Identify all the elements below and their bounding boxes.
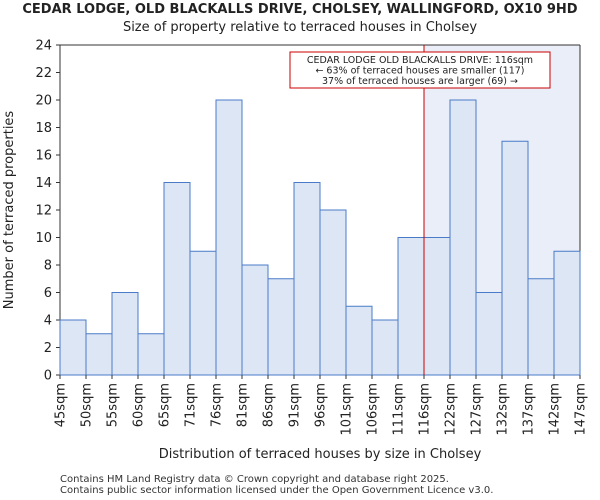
footer-line-2: Contains public sector information licen…	[60, 485, 494, 496]
y-tick-label: 14	[35, 176, 52, 191]
bar	[423, 237, 451, 376]
x-tick-label: 106sqm	[366, 383, 381, 436]
y-tick-label: 0	[44, 369, 52, 384]
y-tick-label: 8	[44, 259, 52, 274]
x-tick-label: 55sqm	[106, 383, 121, 427]
x-tick-label: 101sqm	[340, 383, 355, 436]
x-tick-label: 116sqm	[418, 383, 433, 436]
x-tick-label: 60sqm	[132, 383, 147, 427]
bar	[137, 333, 165, 376]
x-tick-label: 127sqm	[470, 383, 485, 436]
x-tick-label: 147sqm	[574, 383, 589, 436]
x-tick-label: 71sqm	[184, 383, 199, 427]
y-tick-label: 16	[35, 149, 52, 164]
bar	[163, 182, 191, 376]
x-tick-label: 111sqm	[392, 383, 407, 436]
annotation-line: ← 63% of terraced houses are smaller (11…	[315, 66, 524, 77]
bar	[59, 319, 87, 376]
x-tick-label: 76sqm	[210, 383, 225, 427]
y-axis-label: Number of terraced properties	[2, 111, 17, 310]
chart-title: CEDAR LODGE, OLD BLACKALLS DRIVE, CHOLSE…	[22, 2, 578, 17]
y-tick-label: 24	[35, 39, 52, 54]
y-tick-label: 2	[44, 341, 52, 356]
x-tick-label: 50sqm	[80, 383, 95, 427]
y-tick-label: 10	[35, 231, 52, 246]
annotation-line: 37% of terraced houses are larger (69) →	[322, 76, 518, 87]
bar	[449, 99, 477, 376]
bar	[397, 237, 425, 376]
x-tick-label: 122sqm	[444, 383, 459, 436]
chart-subtitle: Size of property relative to terraced ho…	[122, 20, 478, 35]
annotation-box	[289, 51, 551, 89]
bar	[345, 305, 373, 376]
x-tick-label: 45sqm	[54, 383, 69, 427]
footer-line-1: Contains HM Land Registry data © Crown c…	[60, 474, 449, 485]
y-tick-label: 6	[44, 286, 52, 301]
bar	[501, 140, 529, 376]
bar	[111, 292, 139, 376]
y-tick-label: 22	[35, 66, 52, 81]
x-tick-label: 65sqm	[158, 383, 173, 427]
y-tick-label: 4	[44, 314, 52, 329]
annotation-line: CEDAR LODGE OLD BLACKALLS DRIVE: 116sqm	[307, 55, 533, 66]
bar	[241, 264, 269, 376]
bar	[293, 182, 321, 376]
bar	[527, 278, 555, 376]
bar	[215, 99, 243, 376]
x-tick-label: 137sqm	[522, 383, 537, 436]
bar	[189, 250, 217, 376]
x-tick-label: 91sqm	[288, 383, 303, 427]
x-axis-label: Distribution of terraced houses by size …	[159, 447, 482, 462]
x-tick-label: 81sqm	[236, 383, 251, 427]
y-tick-label: 20	[35, 94, 52, 109]
x-tick-label: 96sqm	[314, 383, 329, 427]
x-tick-label: 142sqm	[548, 383, 563, 436]
bar	[553, 250, 581, 376]
bar	[85, 333, 113, 376]
bar	[371, 319, 399, 376]
bar	[475, 292, 503, 376]
x-tick-label: 132sqm	[496, 383, 511, 436]
bar	[319, 209, 347, 376]
bar	[267, 278, 295, 376]
y-tick-label: 18	[35, 121, 52, 136]
y-tick-label: 12	[35, 204, 52, 219]
x-tick-label: 86sqm	[262, 383, 277, 427]
